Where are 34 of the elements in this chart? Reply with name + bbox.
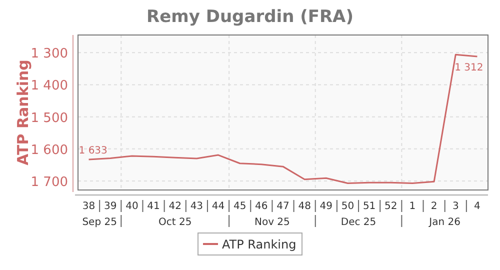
x-tick-label: 41 bbox=[147, 201, 160, 212]
x-tick-label: 52 bbox=[384, 201, 398, 212]
x-tick-label: 3 bbox=[452, 201, 459, 212]
x-tick-label: 49 bbox=[320, 201, 333, 212]
y-tick-label: 1 700 bbox=[30, 175, 68, 190]
x-tick-label: 39 bbox=[104, 201, 117, 212]
x-tick-label: 38 bbox=[82, 201, 96, 212]
x-tick-label: 43 bbox=[190, 201, 204, 212]
text: Jan 26 bbox=[428, 217, 461, 228]
text: Nov 25 bbox=[254, 217, 290, 228]
x-tick-label: 50 bbox=[341, 201, 354, 212]
y-tick-label: 1 600 bbox=[30, 142, 68, 158]
text: Oct 25 bbox=[158, 217, 192, 228]
x-tick-label: 44 bbox=[212, 201, 225, 212]
x-tick-label: 46 bbox=[255, 201, 268, 212]
y-tick-label: 1 500 bbox=[30, 110, 68, 126]
x-tick-label: 4 bbox=[474, 201, 480, 212]
text: Sep 25 bbox=[82, 217, 117, 228]
x-tick-label: 47 bbox=[276, 201, 290, 212]
x-tick-label: 40 bbox=[126, 201, 138, 212]
legend-label: ATP Ranking bbox=[222, 238, 296, 252]
data-label: 1 312 bbox=[454, 62, 484, 74]
text: Dec 25 bbox=[340, 217, 376, 228]
x-tick-label: 1 bbox=[409, 201, 416, 212]
y-tick-label: 1 400 bbox=[30, 78, 68, 94]
chart-title: Remy Dugardin (FRA) bbox=[146, 7, 354, 27]
x-tick-label: 45 bbox=[233, 201, 246, 212]
x-tick-label: 42 bbox=[168, 201, 182, 212]
y-tick-label: 1 300 bbox=[30, 46, 68, 62]
x-tick-label: 48 bbox=[298, 201, 311, 212]
x-tick-label: 2 bbox=[430, 201, 438, 212]
y-axis-title: ATP Ranking bbox=[14, 60, 32, 166]
data-label: 1 633 bbox=[78, 146, 108, 157]
x-tick-label: 51 bbox=[362, 201, 376, 212]
